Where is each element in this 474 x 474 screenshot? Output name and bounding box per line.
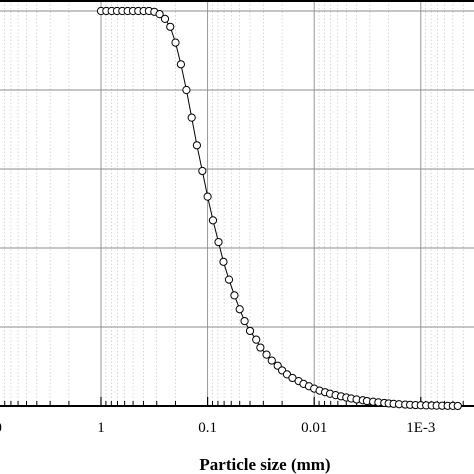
data-point	[224, 275, 234, 284]
data-point	[262, 350, 271, 359]
data-point	[453, 401, 462, 411]
data-point	[203, 192, 212, 201]
x-tick-label: 0.01	[301, 420, 327, 436]
x-tick-label: 1	[97, 420, 105, 436]
data-point	[208, 216, 218, 225]
data-point	[252, 335, 261, 344]
data-point	[166, 22, 175, 31]
data-point	[245, 326, 255, 336]
data-point	[230, 291, 239, 300]
data-point	[171, 38, 180, 47]
x-tick-label: 0.1	[198, 420, 217, 436]
x-tick-labels: 10 1 0.1 0.01 1E-3	[0, 420, 435, 436]
x-tick-label: 10	[0, 420, 2, 436]
data-point	[219, 257, 228, 266]
minor-gridlines	[4, 1, 464, 406]
data-point	[198, 166, 207, 176]
data-point	[176, 60, 186, 69]
data-point	[187, 113, 196, 122]
data-point	[235, 305, 244, 314]
data-point	[182, 85, 191, 95]
data-point	[267, 356, 276, 365]
data-point	[192, 141, 201, 150]
data-point	[240, 316, 249, 326]
data-point	[155, 10, 164, 19]
x-axis-title: Particle size (mm)	[199, 455, 330, 474]
data-point	[256, 343, 265, 352]
x-tick-label: 1E-3	[406, 420, 435, 436]
data-point	[214, 237, 223, 247]
data-point	[160, 14, 170, 23]
series-markers	[96, 6, 462, 411]
